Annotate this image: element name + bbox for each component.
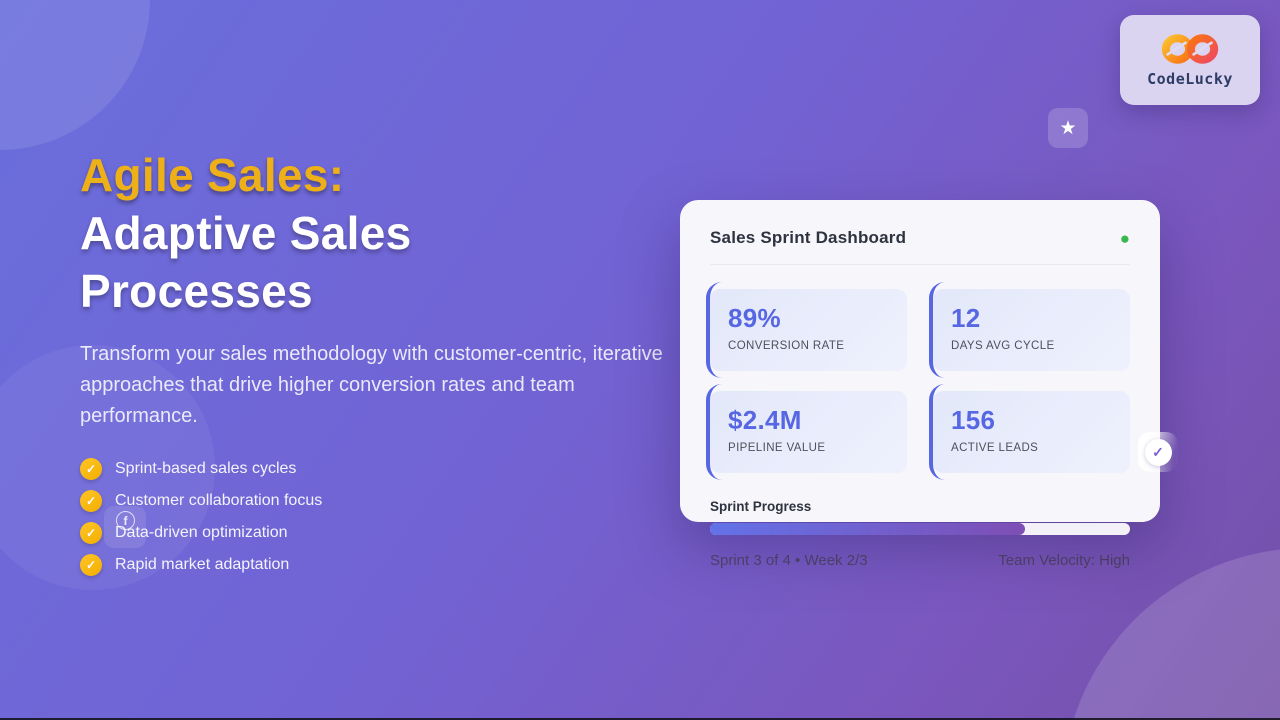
decor-circle-middle-left (0, 345, 215, 590)
sprint-note-right: Team Velocity: High (998, 552, 1130, 569)
brand-logo-card: CodeLucky (1120, 15, 1260, 105)
stat-value: 89% (728, 303, 781, 333)
ghost-social-tile: f (104, 506, 146, 548)
stat-card-active-leads: 156 ACTIVE LEADS (929, 384, 1130, 480)
sprint-progress-fill (710, 523, 1025, 535)
dashboard-title: Sales Sprint Dashboard (710, 228, 907, 247)
stat-label: CONVERSION RATE (728, 340, 845, 352)
list-item: ✓ Customer collaboration focus (80, 490, 680, 512)
list-item: ✓ Data-driven optimization (80, 522, 680, 544)
sprint-note-left: Sprint 3 of 4 • Week 2/3 (710, 552, 868, 569)
stat-card-days-avg-cycle: 12 DAYS AVG CYCLE (929, 282, 1130, 378)
star-button[interactable]: ★ (1048, 108, 1088, 148)
check-icon: ✓ (80, 490, 102, 512)
status-dot-icon: ● (1119, 228, 1130, 248)
decor-circle-bottom-right (1062, 548, 1280, 720)
check-icon: ✓ (80, 458, 102, 480)
sprint-progress-label: Sprint Progress (710, 499, 812, 514)
check-icon: ✓ (80, 522, 102, 544)
list-item-label: Customer collaboration focus (115, 492, 323, 509)
stat-label: PIPELINE VALUE (728, 442, 826, 454)
sprint-progress-notes: Sprint 3 of 4 • Week 2/3 Team Velocity: … (710, 552, 1130, 569)
dashboard-header: Sales Sprint Dashboard ● (710, 228, 1130, 248)
list-item: ✓ Sprint-based sales cycles (80, 458, 680, 480)
hero-section: Agile Sales: Adaptive Sales Processes Tr… (80, 146, 680, 586)
sales-sprint-dashboard-card: Sales Sprint Dashboard ● 89% CONVERSION … (680, 200, 1178, 569)
stat-label: DAYS AVG CYCLE (951, 340, 1055, 352)
facebook-icon: f (116, 511, 135, 530)
star-icon: ★ (1059, 117, 1077, 139)
stat-card-pipeline-value: $2.4M PIPELINE VALUE (706, 384, 907, 480)
page-title-accent: Agile Sales: (80, 149, 345, 201)
decor-circle-top-left (0, 0, 150, 150)
stat-value: 12 (951, 303, 981, 333)
page-title-main: Adaptive Sales Processes (80, 207, 412, 317)
sprint-progress-bar (710, 523, 1130, 535)
list-item-label: Data-driven optimization (115, 524, 288, 541)
stats-grid: 89% CONVERSION RATE 12 DAYS AVG CYCLE $2… (706, 282, 1130, 480)
infinity-icon (1161, 34, 1219, 64)
stat-value: 156 (951, 405, 996, 435)
list-item-label: Sprint-based sales cycles (115, 460, 297, 477)
hero-description: Transform your sales methodology with cu… (80, 343, 663, 427)
check-icon: ✓ (80, 554, 102, 576)
check-badge-button[interactable]: ✓ (1138, 432, 1178, 472)
list-item-label: Rapid market adaptation (115, 556, 290, 573)
page-title: Agile Sales: Adaptive Sales Processes (80, 146, 580, 320)
bottom-edge-strip (0, 718, 1280, 720)
stat-value: $2.4M (728, 405, 802, 435)
check-badge-icon: ✓ (1144, 438, 1172, 466)
brand-name: CodeLucky (1147, 70, 1233, 88)
divider (710, 264, 1130, 265)
feature-checklist: ✓ Sprint-based sales cycles ✓ Customer c… (80, 458, 680, 576)
list-item: ✓ Rapid market adaptation (80, 554, 680, 576)
stat-card-conversion-rate: 89% CONVERSION RATE (706, 282, 907, 378)
stat-label: ACTIVE LEADS (951, 442, 1039, 454)
